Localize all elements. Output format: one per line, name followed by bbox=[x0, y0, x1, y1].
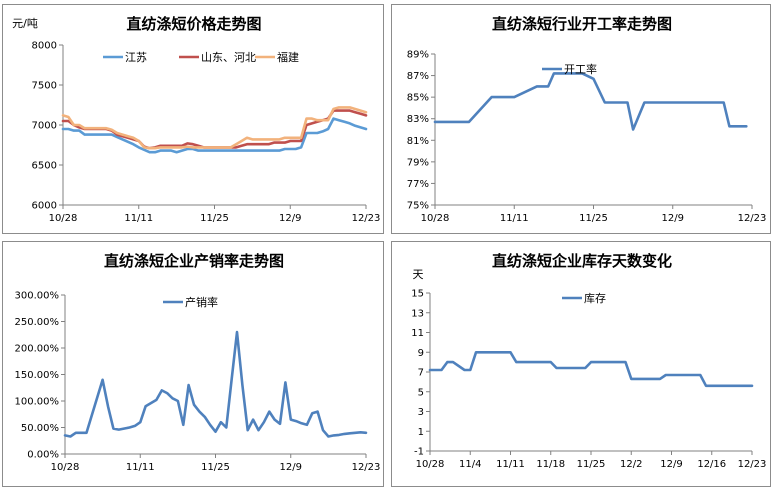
y-tick-label: 7500 bbox=[32, 81, 57, 92]
x-tick-label: 12/23 bbox=[352, 462, 381, 473]
y-tick-label: 7 bbox=[418, 368, 424, 379]
y-tick-label: 250.00% bbox=[15, 317, 60, 328]
y-tick-label: 9 bbox=[418, 348, 424, 359]
chart-title: 直纺涤短行业开工率走势图 bbox=[492, 15, 672, 33]
y-tick-label: 87% bbox=[407, 71, 429, 82]
x-tick-label: 11/25 bbox=[577, 459, 606, 470]
legend-label: 产销率 bbox=[185, 295, 218, 309]
x-tick-label: 11/11 bbox=[126, 462, 155, 473]
series-line-1 bbox=[433, 72, 748, 131]
chart-title: 直纺涤短企业产销率走势图 bbox=[104, 252, 284, 270]
x-tick-label: 12/9 bbox=[279, 213, 301, 224]
chart-title: 直纺涤短价格走势图 bbox=[126, 15, 261, 33]
x-tick-label: 12/2 bbox=[620, 459, 642, 470]
legend-label: 库存 bbox=[584, 291, 606, 305]
x-tick-label: 11/11 bbox=[500, 213, 529, 224]
y-tick-label: 150.00% bbox=[15, 370, 60, 381]
x-tick-label: 10/28 bbox=[51, 462, 80, 473]
x-tick-label: 11/25 bbox=[201, 462, 230, 473]
y-tick-label: 50.00% bbox=[21, 423, 59, 434]
y-tick-label: 5 bbox=[418, 387, 424, 398]
chart-panel-inventory-days: 直纺涤短企业库存天数变化天 -1 1 3 5 7 9 11 13 15 10/28 11/4 11/11… bbox=[391, 241, 771, 487]
y-tick-label: 89% bbox=[407, 50, 429, 61]
chart-svg: 直纺涤短价格走势图 元/吨 6000 6500 7000 7500 8000 10/28 11/… bbox=[12, 15, 381, 224]
series-line-1 bbox=[63, 330, 368, 438]
y-axis-label: 天 bbox=[413, 268, 424, 281]
chart-panel-sales-ratio: 直纺涤短企业产销率走势图 0.00% 50.00% 100.00% 150.00% 200… bbox=[2, 241, 384, 487]
y-tick-label: 300.00% bbox=[15, 291, 60, 302]
legend-label: 江苏 bbox=[125, 51, 147, 64]
legend-label: 开工率 bbox=[564, 62, 597, 76]
x-tick-label: 10/28 bbox=[49, 213, 78, 224]
y-tick-label: 81% bbox=[407, 136, 429, 147]
y-tick-label: 11 bbox=[411, 328, 424, 339]
x-tick-label: 12/9 bbox=[660, 459, 682, 470]
x-tick-label: 10/28 bbox=[416, 459, 445, 470]
y-tick-label: 1 bbox=[418, 427, 424, 438]
chart-title: 直纺涤短企业库存天数变化 bbox=[492, 252, 672, 270]
y-tick-label: 200.00% bbox=[15, 344, 60, 355]
x-tick-label: 11/25 bbox=[579, 213, 608, 224]
y-tick-label: 77% bbox=[407, 179, 429, 190]
chart-panel-price: 直纺涤短价格走势图 元/吨 6000 6500 7000 7500 8000 10/28 11/… bbox=[2, 4, 384, 234]
series-line-3 bbox=[61, 106, 368, 150]
chart-svg: 直纺涤短行业开工率走势图 75% 77% 79% 81% 83% 85% 87% 89% 10/2… bbox=[407, 15, 767, 224]
y-tick-label: 13 bbox=[411, 308, 424, 319]
y-tick-label: 8000 bbox=[32, 41, 57, 52]
y-tick-label: 7000 bbox=[32, 121, 57, 132]
x-tick-label: 12/23 bbox=[352, 213, 381, 224]
y-tick-label: 85% bbox=[407, 93, 429, 104]
x-tick-label: 11/4 bbox=[459, 459, 481, 470]
x-tick-label: 11/18 bbox=[536, 459, 565, 470]
y-tick-label: 6000 bbox=[32, 201, 57, 212]
y-tick-label: 79% bbox=[407, 157, 429, 168]
y-tick-label: 6500 bbox=[32, 161, 57, 172]
y-tick-label: 15 bbox=[411, 289, 424, 300]
series-line-1 bbox=[61, 117, 368, 154]
x-tick-label: 11/25 bbox=[200, 213, 229, 224]
legend-label: 山东、河北 bbox=[201, 51, 256, 64]
x-tick-label: 12/9 bbox=[280, 462, 302, 473]
y-tick-label: 100.00% bbox=[15, 397, 60, 408]
x-tick-label: 12/23 bbox=[738, 459, 767, 470]
chart-svg: 直纺涤短企业产销率走势图 0.00% 50.00% 100.00% 150.00% 200… bbox=[15, 252, 381, 473]
y-tick-label: 0.00% bbox=[27, 450, 59, 461]
x-tick-label: 10/28 bbox=[421, 213, 450, 224]
x-tick-label: 11/11 bbox=[124, 213, 153, 224]
x-tick-label: 12/23 bbox=[738, 213, 767, 224]
chart-panel-operating-rate: 直纺涤短行业开工率走势图 75% 77% 79% 81% 83% 85% 87% 89% 10/2… bbox=[391, 4, 771, 234]
y-axis-label: 元/吨 bbox=[12, 17, 38, 30]
x-tick-label: 12/16 bbox=[697, 459, 726, 470]
legend-label: 福建 bbox=[277, 50, 299, 64]
y-tick-label: 83% bbox=[407, 114, 429, 125]
y-tick-label: 3 bbox=[418, 407, 424, 418]
y-tick-label: 75% bbox=[407, 201, 429, 212]
x-tick-label: 11/11 bbox=[496, 459, 525, 470]
y-tick-label: -1 bbox=[414, 447, 424, 458]
series-line-1 bbox=[428, 351, 754, 388]
x-tick-label: 12/9 bbox=[662, 213, 684, 224]
